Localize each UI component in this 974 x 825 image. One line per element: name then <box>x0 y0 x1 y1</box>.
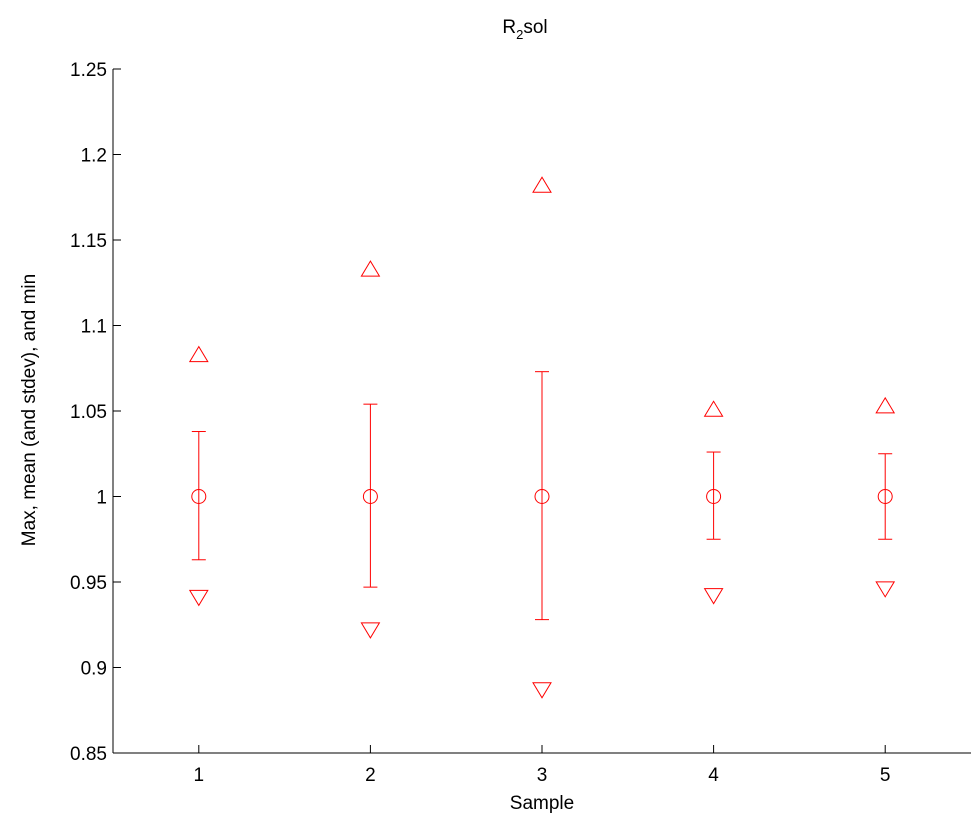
y-tick-label: 1.2 <box>81 146 107 167</box>
y-tick-label: 1.15 <box>70 231 107 252</box>
data-marks <box>188 176 896 699</box>
x-axis-label: Sample <box>510 793 574 814</box>
y-tick-label: 0.95 <box>70 573 107 594</box>
min-marker <box>360 622 381 639</box>
x-tick-label: 1 <box>194 765 205 786</box>
min-marker <box>703 588 724 605</box>
max-marker <box>703 400 724 417</box>
y-tick-label: 1.05 <box>70 402 107 423</box>
mean-marker <box>534 489 550 504</box>
x-tick-label: 2 <box>365 765 376 786</box>
mean-marker <box>877 489 893 504</box>
x-tick-label: 4 <box>708 765 719 786</box>
min-marker <box>532 682 552 699</box>
max-marker <box>188 345 209 363</box>
x-axis-ticks: 1 2 3 4 5 <box>194 745 891 786</box>
max-marker <box>360 260 381 277</box>
mean-marker <box>191 489 207 504</box>
max-marker <box>532 176 552 193</box>
y-tick-label: 0.9 <box>81 659 107 680</box>
y-tick-label: 1 <box>96 488 107 509</box>
y-tick-label: 1.25 <box>70 60 107 81</box>
y-tick-label: 0.85 <box>70 744 107 765</box>
min-marker <box>188 589 209 607</box>
mean-marker <box>706 489 722 504</box>
mean-marker <box>362 489 378 504</box>
chart-title: R2sol <box>502 17 547 42</box>
max-marker <box>875 396 896 414</box>
x-tick-label: 3 <box>537 765 548 786</box>
y-axis-label: Max, mean (and stdev), and min <box>19 274 40 546</box>
min-marker <box>875 581 896 598</box>
y-tick-label: 1.1 <box>81 317 107 338</box>
x-tick-label: 5 <box>880 765 891 786</box>
y-axis-ticks: 0.85 0.9 0.95 1 1.05 1.1 1.15 1.2 1.25 <box>70 60 121 765</box>
